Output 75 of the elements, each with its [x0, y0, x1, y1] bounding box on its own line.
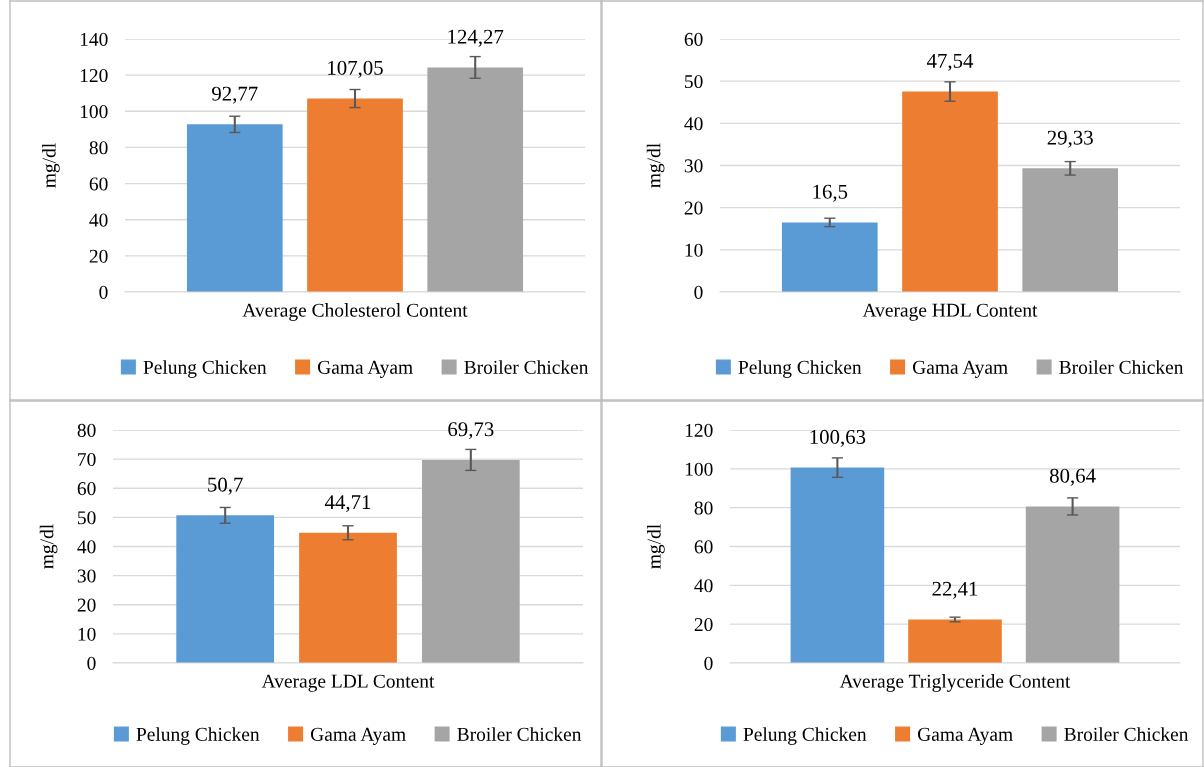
y-tick-label: 0: [704, 656, 713, 670]
y-tick-label: 80: [89, 141, 108, 155]
y-tick-label: 70: [78, 452, 96, 467]
bar: [186, 124, 283, 292]
legend-label: Pelung Chicken: [136, 727, 260, 745]
data-label: 124,27: [448, 29, 504, 47]
bar: [790, 467, 885, 663]
legend-label: Pelung Chicken: [738, 360, 862, 378]
y-tick-label: 60: [684, 32, 703, 46]
y-tick-label: 50: [78, 511, 96, 525]
data-label: 107,05: [328, 60, 383, 78]
data-label: 92,77: [212, 86, 258, 104]
y-tick-label: 60: [89, 177, 108, 191]
bar: [421, 459, 520, 663]
bar: [1025, 506, 1120, 663]
data-label: 22,41: [932, 581, 978, 599]
y-tick-label: 100: [685, 462, 713, 476]
y-tick-label: 0: [694, 285, 703, 299]
y-tick-label: 140: [80, 32, 108, 46]
data-label: 29,33: [1047, 130, 1093, 148]
y-tick-label: 40: [77, 540, 96, 554]
bar: [1022, 168, 1119, 292]
y-tick-label: 30: [77, 569, 96, 583]
y-tick-label: 0: [99, 285, 108, 299]
y-tick-label: 120: [80, 68, 108, 83]
legend-label: Broiler Chicken: [1064, 727, 1189, 741]
y-tick-label: 10: [685, 243, 703, 257]
y-tick-label: 80: [77, 423, 96, 437]
y-axis-title: mg/dl: [647, 524, 665, 569]
legend-label: Pelung Chicken: [743, 727, 867, 745]
y-tick-label: 20: [684, 201, 703, 215]
y-tick-label: 0: [87, 656, 96, 670]
bar: [307, 98, 403, 292]
data-label: 69,73: [448, 422, 494, 440]
y-tick-label: 50: [685, 74, 703, 89]
y-tick-label: 40: [89, 213, 108, 227]
y-tick-label: 120: [685, 423, 713, 437]
x-tick-label: Average Triglyceride Content: [839, 674, 1071, 692]
y-tick-label: 30: [684, 159, 703, 173]
bar: [908, 619, 1002, 663]
bar: [176, 515, 275, 663]
y-tick-label: 40: [694, 579, 713, 593]
y-tick-label: 40: [684, 117, 703, 131]
legend-label: Gama Ayam: [310, 727, 406, 745]
x-tick-label: Average HDL Content: [862, 303, 1038, 321]
data-label: 80,64: [1049, 468, 1096, 486]
bar: [781, 222, 878, 292]
legend-label: Gama Ayam: [912, 360, 1008, 378]
legend-label: Gama Ayam: [317, 360, 413, 378]
y-axis-title: mg/dl: [42, 143, 60, 188]
y-tick-label: 20: [77, 598, 96, 612]
data-label: 44,71: [324, 495, 371, 513]
legend-label: Gama Ayam: [917, 727, 1013, 745]
legend-label: Pelung Chicken: [143, 360, 267, 378]
data-label: 100,63: [810, 429, 866, 447]
y-tick-label: 20: [89, 249, 108, 263]
data-label: 50,7: [208, 477, 243, 495]
y-axis-title: mg/dl: [646, 143, 665, 188]
y-tick-label: 60: [77, 482, 96, 496]
y-tick-label: 80: [694, 501, 713, 515]
data-label: 16,5: [813, 184, 848, 202]
legend-label: Broiler Chicken: [1059, 360, 1184, 374]
legend-label: Broiler Chicken: [457, 727, 582, 741]
y-tick-label: 20: [694, 617, 713, 632]
data-label: 47,54: [926, 53, 974, 71]
x-tick-label: Average Cholesterol Content: [242, 303, 468, 321]
y-tick-label: 100: [80, 105, 108, 119]
legend-label: Broiler Chicken: [464, 360, 589, 374]
bar: [902, 91, 998, 292]
x-tick-label: Average LDL Content: [261, 674, 435, 692]
bar: [427, 67, 524, 292]
bar: [299, 532, 397, 663]
y-tick-label: 10: [78, 627, 96, 641]
y-tick-label: 60: [694, 540, 713, 554]
y-axis-title: mg/dl: [39, 524, 58, 569]
